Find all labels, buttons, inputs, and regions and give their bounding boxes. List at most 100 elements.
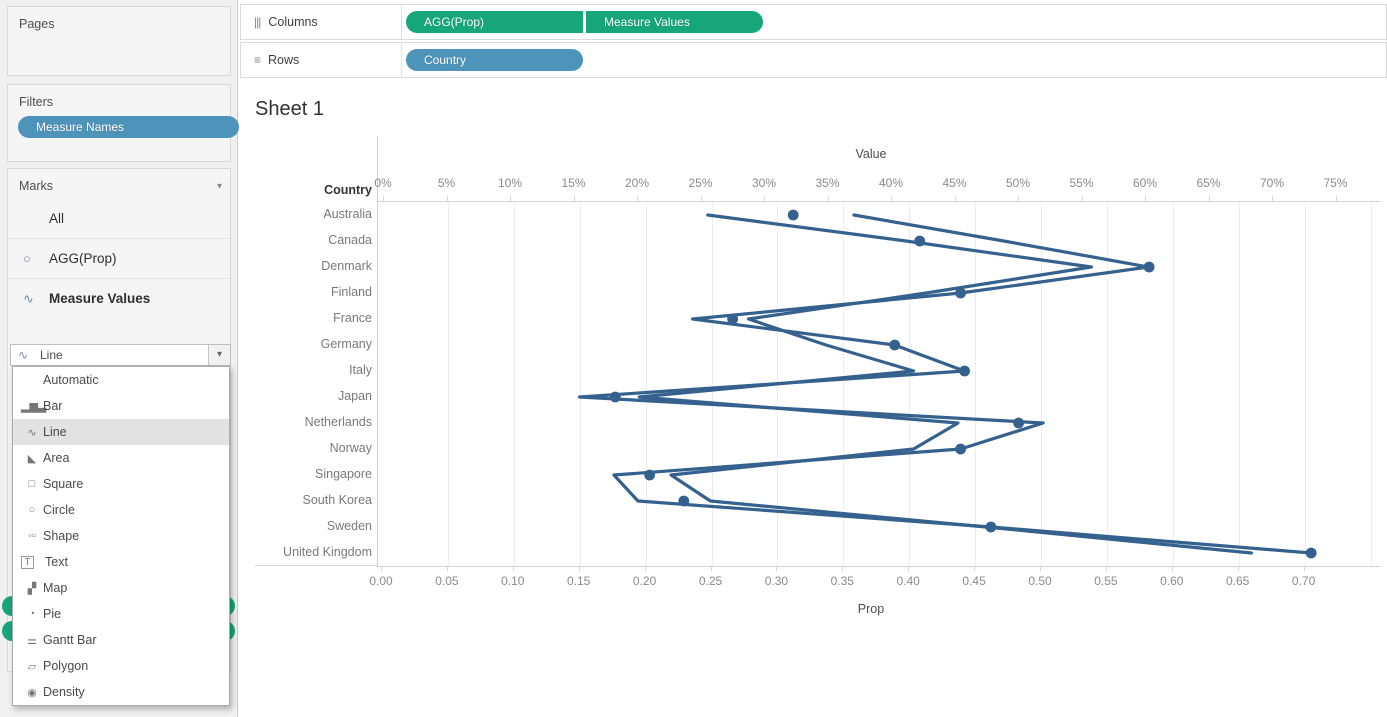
prop-circle-mark-germany[interactable] bbox=[889, 339, 901, 351]
row-label-south-korea: South Korea bbox=[302, 493, 373, 507]
filter-pill-measure-names[interactable]: Measure Names bbox=[18, 116, 239, 138]
prop-circle-mark-sweden[interactable] bbox=[985, 521, 997, 533]
columns-icon: ||| bbox=[254, 15, 261, 29]
columns-pill-agg-prop-[interactable]: AGG(Prop) bbox=[406, 11, 583, 33]
text-icon: T bbox=[21, 555, 34, 569]
menu-item-line[interactable]: ∿ Line bbox=[13, 419, 229, 445]
bottom-axis-tick-mark bbox=[1040, 566, 1041, 571]
marks-card-menu-caret-icon[interactable]: ▾ bbox=[216, 180, 222, 192]
vertical-gridline bbox=[1172, 202, 1174, 566]
prop-circle-mark-south-korea[interactable] bbox=[678, 495, 690, 507]
menu-item-label: Area bbox=[43, 451, 70, 465]
marks-item-all[interactable]: All bbox=[8, 199, 230, 238]
rows-pill-country[interactable]: Country bbox=[406, 49, 583, 71]
prop-circle-mark-italy[interactable] bbox=[959, 365, 970, 377]
measure-values-line-1[interactable] bbox=[637, 213, 1254, 555]
row-label-sweden: Sweden bbox=[326, 519, 372, 533]
prop-circle-mark-singapore[interactable] bbox=[644, 469, 655, 481]
menu-item-shape[interactable]: ◦▫ Shape bbox=[13, 523, 229, 549]
rows-shelf[interactable]: ≡ Rows Country bbox=[240, 42, 1387, 78]
top-axis-tick-label: 45% bbox=[942, 176, 967, 190]
menu-item-square[interactable]: □ Square bbox=[13, 471, 229, 497]
left-sidebar: Pages Filters Measure Names Marks ▾ All ○… bbox=[0, 0, 239, 717]
marks-item-label: AGG(Prop) bbox=[49, 251, 117, 266]
prop-circle-mark-united-kingdom[interactable] bbox=[1305, 547, 1317, 559]
menu-item-map[interactable]: ▞ Map bbox=[13, 575, 229, 601]
mark-type-caret-icon[interactable]: ▾ bbox=[208, 345, 230, 365]
chart-pane[interactable] bbox=[377, 201, 1381, 567]
top-axis-tick-mark bbox=[383, 196, 384, 201]
bottom-axis-tick-mark bbox=[1303, 566, 1305, 571]
marks-card-header: Marks ▾ bbox=[8, 169, 230, 199]
menu-item-density[interactable]: ◉ Density bbox=[13, 679, 229, 705]
top-axis-tick-label: 50% bbox=[1005, 176, 1031, 190]
menu-item-area[interactable]: ◣ Area bbox=[13, 445, 229, 471]
vertical-gridline bbox=[1041, 202, 1042, 566]
menu-item-label: Square bbox=[43, 477, 84, 491]
line-mark-icon: ∿ bbox=[23, 290, 34, 306]
measure-values-line-2[interactable] bbox=[578, 213, 1313, 555]
shape-icon: ◦▫ bbox=[28, 530, 36, 542]
top-axis-tick-label: 60% bbox=[1132, 176, 1158, 190]
vertical-gridline bbox=[645, 202, 647, 566]
menu-item-polygon[interactable]: ▱ Polygon bbox=[13, 653, 229, 679]
menu-item-label: Pie bbox=[43, 607, 62, 621]
circle-icon: ○ bbox=[28, 504, 36, 516]
vertical-gridline bbox=[711, 202, 713, 566]
bottom-axis-tick-label: 0.10 bbox=[501, 574, 525, 588]
menu-item-pie[interactable]: ◔ Pie bbox=[13, 601, 229, 627]
menu-item-label: Density bbox=[43, 685, 85, 699]
sheet-title: Sheet 1 bbox=[255, 98, 324, 120]
pages-shelf[interactable]: Pages bbox=[7, 6, 231, 76]
bottom-axis-tick-label: 0.40 bbox=[896, 574, 920, 588]
vertical-gridline bbox=[1238, 202, 1240, 566]
row-label-singapore: Singapore bbox=[315, 467, 372, 481]
vertical-gridline bbox=[447, 202, 449, 566]
row-label-united-kingdom: United Kingdom bbox=[283, 545, 372, 559]
menu-item-label: Map bbox=[43, 581, 68, 595]
filters-shelf[interactable]: Filters Measure Names bbox=[7, 84, 239, 162]
marks-item-measure-values[interactable]: ∿ Measure Values bbox=[8, 278, 230, 318]
top-axis-tick-mark bbox=[1208, 196, 1210, 201]
bottom-axis-tick-label: 0.15 bbox=[567, 574, 591, 588]
menu-item-gantt-bar[interactable]: ⚌ Gantt Bar bbox=[13, 627, 229, 653]
pie-icon: ◔ bbox=[28, 608, 36, 620]
top-axis-tick-mark bbox=[1272, 196, 1273, 201]
prop-circle-mark-denmark[interactable] bbox=[1143, 261, 1155, 273]
top-axis-tick-mark bbox=[510, 196, 511, 201]
top-axis-tick-label: 5% bbox=[437, 176, 456, 190]
axis-divider bbox=[377, 136, 378, 201]
menu-item-label: Polygon bbox=[43, 659, 89, 673]
columns-shelf-head: ||| Columns bbox=[241, 5, 402, 39]
prop-circle-mark-australia[interactable] bbox=[787, 209, 799, 221]
vertical-gridline bbox=[513, 202, 515, 566]
prop-circle-mark-finland[interactable] bbox=[955, 287, 966, 299]
menu-item-circle[interactable]: ○ Circle bbox=[13, 497, 229, 523]
prop-circle-mark-france[interactable] bbox=[727, 313, 738, 325]
prop-circle-mark-canada[interactable] bbox=[914, 235, 926, 247]
prop-circle-mark-norway[interactable] bbox=[955, 443, 966, 455]
bottom-axis-tick-label: 0.00 bbox=[369, 574, 393, 588]
row-label-germany: Germany bbox=[320, 337, 372, 351]
menu-item-bar[interactable]: ▂▆▃ Bar bbox=[13, 393, 229, 419]
menu-item-automatic[interactable]: Automatic bbox=[13, 367, 229, 393]
menu-item-text[interactable]: T Text bbox=[13, 549, 229, 575]
top-axis-tick-label: 0% bbox=[374, 176, 392, 190]
prop-circle-mark-netherlands[interactable] bbox=[1013, 417, 1024, 429]
row-label-france: France bbox=[333, 311, 372, 325]
top-axis-tick-mark bbox=[700, 196, 702, 201]
mark-type-select[interactable]: ∿ Line ▾ bbox=[10, 344, 231, 366]
columns-pill-measure-values[interactable]: Measure Values bbox=[586, 11, 763, 33]
bottom-axis-tick-label: 0.05 bbox=[435, 574, 459, 588]
prop-circle-mark-japan[interactable] bbox=[609, 391, 621, 403]
row-label-denmark: Denmark bbox=[321, 259, 372, 273]
marks-item-agg-prop-[interactable]: ○ AGG(Prop) bbox=[8, 238, 230, 278]
bottom-axis-tick-label: 0.50 bbox=[1028, 574, 1052, 588]
top-axis-tick-mark bbox=[1018, 196, 1019, 201]
bottom-axis-tick-label: 0.45 bbox=[962, 574, 986, 588]
row-label-netherlands: Netherlands bbox=[304, 415, 372, 429]
row-label-australia: Australia bbox=[323, 207, 372, 221]
columns-shelf[interactable]: ||| Columns AGG(Prop) Measure Values bbox=[240, 4, 1387, 40]
bottom-axis-tick-mark bbox=[644, 566, 646, 571]
